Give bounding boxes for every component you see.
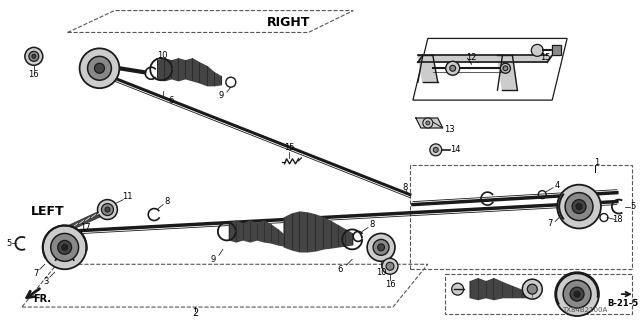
Polygon shape (552, 45, 561, 55)
Text: 14: 14 (451, 145, 461, 154)
Polygon shape (418, 55, 552, 62)
Text: RIGHT: RIGHT (267, 16, 310, 29)
Text: 6: 6 (337, 265, 343, 274)
Circle shape (423, 118, 433, 128)
Circle shape (570, 287, 584, 301)
Text: 10: 10 (376, 268, 387, 277)
Text: 1: 1 (595, 158, 600, 167)
Circle shape (557, 185, 601, 228)
Circle shape (450, 65, 456, 71)
Text: 8: 8 (369, 220, 375, 229)
Text: 9: 9 (211, 255, 216, 264)
Circle shape (367, 233, 395, 261)
Text: 5: 5 (630, 202, 636, 211)
Circle shape (25, 47, 43, 65)
Circle shape (79, 48, 120, 88)
Text: 4: 4 (554, 181, 560, 190)
Circle shape (51, 233, 79, 261)
Text: 18: 18 (612, 215, 623, 224)
Circle shape (574, 291, 580, 297)
Text: LEFT: LEFT (31, 205, 65, 218)
Text: 10: 10 (157, 51, 168, 60)
Circle shape (500, 63, 510, 73)
Text: 16: 16 (29, 70, 39, 79)
Circle shape (563, 280, 591, 308)
Text: 13: 13 (444, 125, 455, 134)
Circle shape (105, 207, 110, 212)
Text: TX84B2100A: TX84B2100A (563, 307, 607, 313)
Circle shape (382, 258, 398, 274)
Text: 9: 9 (218, 91, 223, 100)
Circle shape (29, 52, 39, 61)
Circle shape (32, 54, 36, 58)
Text: 6: 6 (168, 96, 174, 105)
Circle shape (43, 226, 86, 269)
Circle shape (531, 44, 543, 56)
Text: FR.: FR. (33, 294, 51, 304)
Circle shape (576, 204, 582, 210)
Circle shape (102, 204, 113, 216)
Circle shape (522, 279, 542, 299)
Circle shape (445, 61, 460, 75)
Text: 2: 2 (192, 308, 198, 318)
Polygon shape (416, 118, 443, 128)
Circle shape (61, 244, 68, 250)
Circle shape (452, 283, 463, 295)
Circle shape (88, 56, 111, 80)
Circle shape (527, 284, 537, 294)
Circle shape (426, 121, 430, 125)
Circle shape (430, 144, 442, 156)
Polygon shape (418, 55, 438, 82)
Circle shape (503, 66, 508, 71)
Polygon shape (65, 208, 111, 231)
Text: 8: 8 (164, 197, 170, 206)
Text: 17: 17 (80, 223, 91, 232)
Circle shape (97, 200, 117, 220)
Text: 3: 3 (43, 277, 49, 286)
Circle shape (386, 262, 394, 270)
Circle shape (565, 193, 593, 220)
Circle shape (433, 148, 438, 152)
Text: 11: 11 (122, 192, 132, 201)
Text: 16: 16 (385, 280, 396, 289)
Circle shape (572, 200, 586, 213)
Text: 15: 15 (284, 143, 295, 152)
Text: 7: 7 (547, 219, 553, 228)
Circle shape (378, 244, 385, 251)
Text: 12: 12 (467, 53, 477, 62)
Polygon shape (497, 55, 517, 90)
Circle shape (555, 272, 599, 316)
Text: 8: 8 (403, 183, 408, 192)
Text: 7: 7 (33, 269, 38, 278)
Circle shape (58, 240, 72, 254)
Text: 5: 5 (6, 239, 12, 248)
Circle shape (95, 63, 104, 73)
Text: B-21-5: B-21-5 (607, 299, 639, 308)
Circle shape (373, 239, 389, 255)
Text: 15: 15 (540, 53, 550, 62)
